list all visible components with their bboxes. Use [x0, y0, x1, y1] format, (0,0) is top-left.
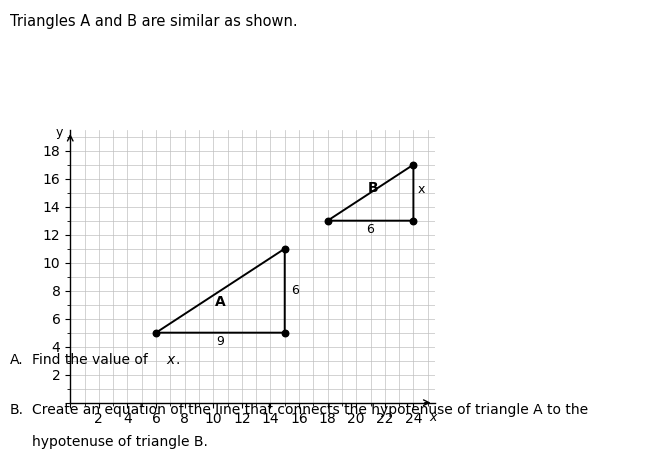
Text: 6: 6: [291, 284, 298, 297]
Point: [280, 329, 290, 336]
Text: A: A: [215, 295, 225, 309]
Point: [408, 217, 419, 224]
Text: B.: B.: [10, 403, 24, 417]
Text: Create an equation of the line that connects the hypotenuse of triangle A to the: Create an equation of the line that conn…: [32, 403, 588, 417]
Point: [280, 245, 290, 253]
Text: x: x: [429, 411, 437, 424]
Text: y: y: [56, 126, 63, 139]
Text: 9: 9: [217, 335, 224, 348]
Point: [408, 161, 419, 168]
Text: Find the value of: Find the value of: [32, 353, 153, 367]
Text: x: x: [417, 183, 425, 197]
Text: hypotenuse of triangle B.: hypotenuse of triangle B.: [32, 435, 208, 449]
Text: 6: 6: [367, 223, 375, 236]
Text: x: x: [166, 353, 174, 367]
Text: B: B: [368, 182, 379, 196]
Point: [151, 329, 161, 336]
Text: .: .: [175, 353, 180, 367]
Point: [322, 217, 333, 224]
Text: Triangles A and B are similar as shown.: Triangles A and B are similar as shown.: [10, 14, 298, 29]
Text: A.: A.: [10, 353, 23, 367]
